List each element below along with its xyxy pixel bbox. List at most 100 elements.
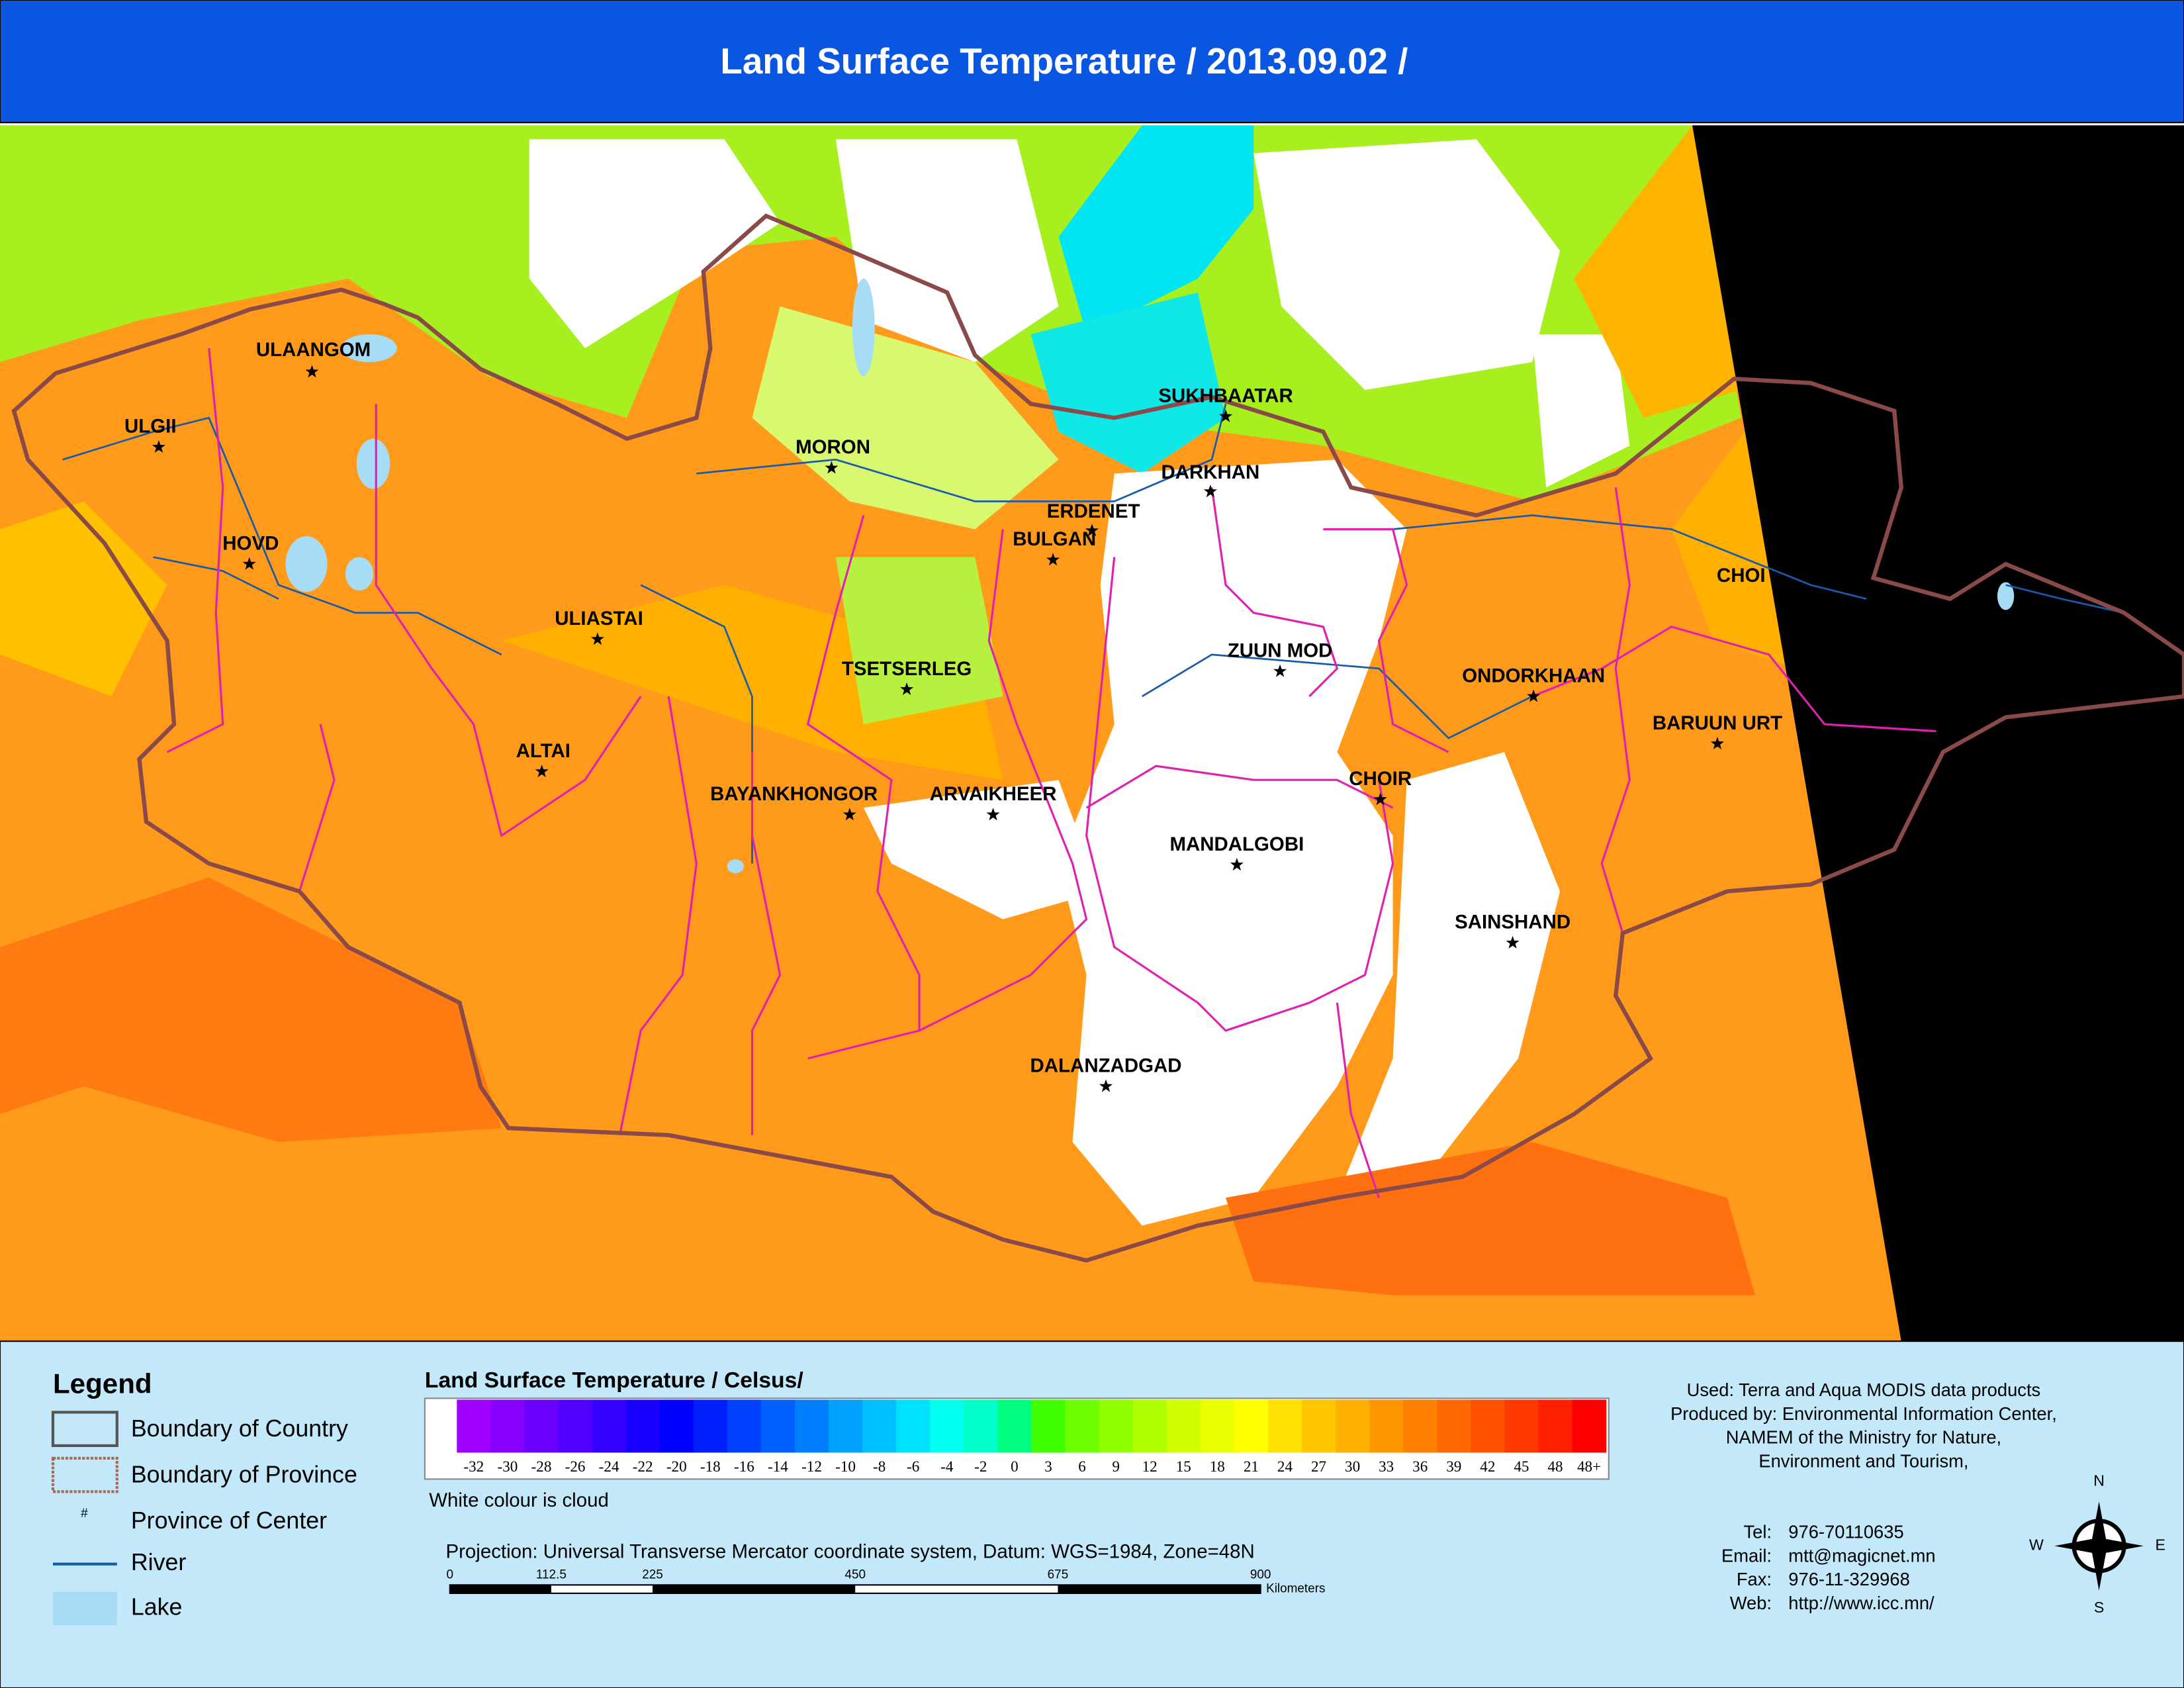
center-marker — [986, 808, 1000, 821]
color-swatch — [524, 1399, 559, 1453]
place-label: TSETSERLEG — [842, 658, 972, 680]
colorbar: -32 -30 -28 -26 -24 -22 -20 -18 -16 -14 -12 -10 -8 -6… — [426, 1399, 1607, 1476]
place-label: DARKHAN — [1161, 461, 1259, 483]
colorbar-label: -4 — [940, 1458, 954, 1476]
scale-label: 675 — [1048, 1568, 1069, 1582]
places: ULAANGOM ULGII HOVD ULIASTAI ALTAI MORON SUKHB… — [124, 339, 1782, 1092]
header-bar — [0, 0, 2184, 124]
place-label: MANDALGOBI — [1169, 833, 1304, 855]
color-swatch — [1166, 1399, 1201, 1453]
color-swatch — [1099, 1399, 1134, 1453]
color-swatch — [760, 1399, 796, 1453]
colorbar-label: 18 — [1210, 1458, 1225, 1476]
compass-letter: W — [2029, 1536, 2044, 1554]
color-swatch — [592, 1399, 627, 1453]
place-label: BULGAN — [1013, 528, 1096, 550]
center-marker — [1219, 409, 1233, 422]
colorbar-label: -30 — [497, 1458, 518, 1476]
color-swatch — [1065, 1399, 1100, 1453]
color-swatch — [1572, 1399, 1607, 1453]
place-label: SUKHBAATAR — [1158, 385, 1293, 406]
colorbar-label: 0 — [1011, 1458, 1019, 1476]
colorbar-label: -16 — [734, 1458, 754, 1476]
center-marker — [1373, 792, 1387, 806]
colorbar-label: -24 — [599, 1458, 619, 1476]
scale-unit: Kilometers — [1266, 1582, 1325, 1596]
colorbar-label: 30 — [1345, 1458, 1360, 1476]
center-marker — [1710, 736, 1724, 750]
color-swatch — [964, 1399, 999, 1453]
place-label: MORON — [796, 436, 870, 458]
place-label: ULAANGOM — [256, 339, 371, 361]
scale-bar-segment — [449, 1585, 551, 1593]
place-label: ERDENET — [1047, 500, 1140, 522]
place-label: ULGII — [124, 416, 177, 438]
color-swatch — [794, 1399, 829, 1453]
colorbar-label: 36 — [1412, 1458, 1428, 1476]
colorbar-note: White colour is cloud — [429, 1489, 609, 1511]
colorbar-label: -14 — [768, 1458, 788, 1476]
credit-line: Produced by: Environmental Information C… — [1670, 1403, 2057, 1424]
colorbar-title: Land Surface Temperature / Celsus/ — [425, 1368, 803, 1393]
color-swatch — [896, 1399, 931, 1453]
legend-item: Province of Center — [131, 1507, 327, 1534]
place-label: ZUUN MOD — [1228, 639, 1333, 661]
colorbar-label: -28 — [531, 1458, 552, 1476]
center-marker — [1099, 1079, 1113, 1092]
place-label: BARUUN URT — [1653, 712, 1782, 734]
colorbar-label: 21 — [1244, 1458, 1259, 1476]
color-swatch — [829, 1399, 863, 1453]
legend-items: Boundary of Country Boundary of Province P… — [131, 1415, 357, 1620]
map: ULAANGOM ULGII HOVD ULIASTAI ALTAI MORON SUKHB… — [0, 125, 2184, 1342]
color-swatch — [1301, 1399, 1336, 1453]
color-swatch — [727, 1399, 762, 1453]
compass-letters: N W E S — [2029, 1472, 2165, 1616]
place-label: CHOIR — [1349, 768, 1412, 790]
center-marker — [842, 808, 856, 821]
colorbar-label: -32 — [463, 1458, 484, 1476]
legend-item: Boundary of Country — [131, 1415, 348, 1442]
scale-label: 900 — [1250, 1568, 1271, 1582]
place-label: CHOI — [1717, 565, 1766, 586]
center-marker — [900, 682, 914, 695]
color-swatch — [997, 1399, 1032, 1453]
color-swatch — [1538, 1399, 1573, 1453]
lakes — [285, 278, 2015, 874]
color-swatch — [659, 1399, 694, 1453]
color-swatch — [1200, 1399, 1235, 1453]
color-swatch — [490, 1399, 525, 1453]
center-marker — [1527, 689, 1541, 702]
color-swatch — [1234, 1399, 1269, 1453]
colorbar-label: 33 — [1379, 1458, 1394, 1476]
scale-label: 0 — [447, 1568, 454, 1582]
colorbar-label: 12 — [1142, 1458, 1158, 1476]
color-swatch — [625, 1399, 660, 1453]
place-label: ONDORKHAAN — [1462, 665, 1605, 686]
color-swatch — [457, 1399, 492, 1453]
center-marker — [1046, 553, 1060, 566]
place-label: HOVD — [222, 532, 279, 554]
scale-label: 112.5 — [536, 1568, 567, 1582]
color-swatch — [930, 1399, 964, 1453]
scale-bar-segment — [653, 1585, 856, 1593]
scale-label: 450 — [844, 1568, 866, 1582]
colorbar-label: -12 — [801, 1458, 822, 1476]
contact-value: mtt@magicnet.mn — [1788, 1545, 1935, 1566]
credit-line: Used: Terra and Aqua MODIS data products — [1687, 1380, 2041, 1400]
cloud-swatch — [426, 1399, 457, 1453]
color-swatch — [1132, 1399, 1167, 1453]
scale-label: 225 — [642, 1568, 663, 1582]
credits: Used: Terra and Aqua MODIS data products… — [1670, 1380, 2057, 1613]
contact-value: 976-11-329968 — [1788, 1569, 1909, 1589]
legend-item: Boundary of Province — [131, 1462, 357, 1488]
center-marker — [305, 365, 319, 378]
compass-letter: E — [2156, 1536, 2165, 1554]
temperature-field — [0, 125, 2184, 1342]
country-boundary — [11, 213, 2184, 1263]
colorbar-label: 42 — [1480, 1458, 1495, 1476]
contact-value: http://www.icc.mn/ — [1788, 1593, 1934, 1613]
credit-line: NAMEM of the Ministry for Nature, — [1726, 1427, 2001, 1448]
color-swatch — [1267, 1399, 1302, 1453]
center-marker — [152, 440, 165, 453]
compass — [2054, 1501, 2144, 1591]
